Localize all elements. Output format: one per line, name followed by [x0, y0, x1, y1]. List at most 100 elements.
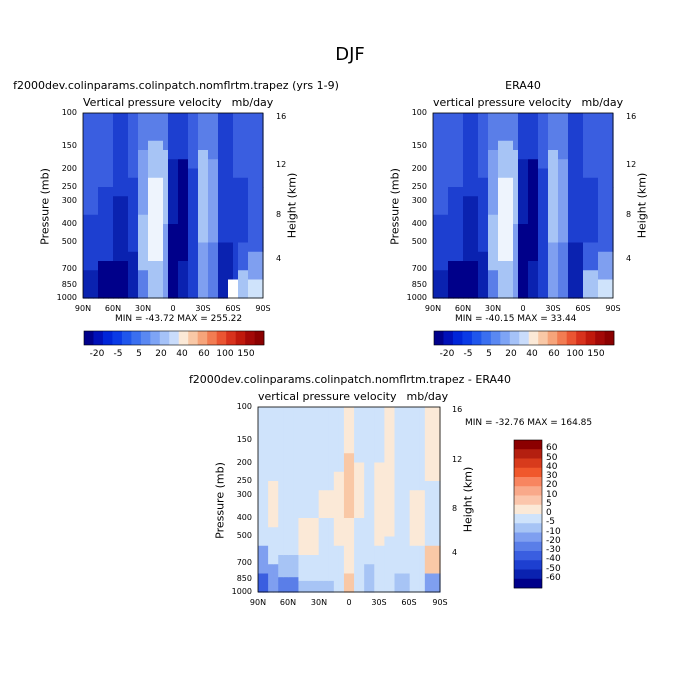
colorbar-swatch [585, 331, 596, 345]
contour-band [248, 187, 254, 253]
contour-band [203, 150, 209, 244]
contour-band [458, 113, 464, 188]
lat-tick: 0 [520, 304, 526, 313]
colorbar-swatch [178, 331, 189, 345]
contour-band [359, 518, 365, 593]
contour-band [188, 113, 194, 170]
colorbar-frame [513, 439, 543, 589]
contour-band [588, 270, 594, 299]
model-contour-plot [82, 112, 264, 299]
colorbar-label: 50 [546, 452, 558, 463]
contour-band [143, 150, 149, 216]
diff-contour-plot [257, 406, 441, 593]
colorbar-swatch [514, 495, 542, 506]
contour-band [528, 261, 534, 299]
contour-band [138, 214, 144, 271]
contour-band [258, 407, 264, 547]
contour-band [608, 279, 614, 299]
contour-band [133, 251, 139, 299]
colorbar-swatch [514, 449, 542, 459]
contour-band [268, 564, 274, 593]
contour-band [208, 159, 214, 244]
colorbar-swatch [547, 331, 558, 345]
contour-band [583, 242, 589, 271]
colorbar-swatch [235, 331, 246, 345]
contour-band [318, 490, 325, 519]
contour-band [283, 555, 289, 578]
contour-band [263, 407, 269, 547]
contour-band [528, 159, 534, 262]
contour-band [608, 251, 614, 281]
colorbar-swatch [452, 331, 463, 345]
contour-band [113, 113, 119, 197]
colorbar-label: -5 [546, 517, 555, 528]
contour-band [338, 545, 345, 593]
contour-band [138, 113, 144, 151]
colorbar-swatch [604, 331, 615, 345]
contour-band [603, 187, 609, 253]
pressure-tick: 150 [411, 141, 427, 150]
height-tick: 4 [626, 254, 632, 263]
contour-band [288, 407, 294, 556]
pressure-tick: 300 [61, 196, 77, 205]
colorbar-label: 40 [526, 349, 538, 359]
contour-band [168, 113, 174, 160]
contour-band [153, 177, 159, 262]
diff-stats: MIN = -32.76 MAX = 164.85 [465, 418, 593, 428]
contour-band [463, 113, 469, 197]
contour-band [573, 242, 579, 299]
contour-band [128, 113, 134, 179]
contour-band [563, 113, 569, 160]
contour-band [343, 407, 350, 454]
pressure-tick: 500 [411, 237, 427, 246]
colorbar-swatch [514, 440, 542, 450]
contour-band [243, 113, 249, 179]
contour-band [543, 168, 549, 244]
obs-variable-title: vertical pressure velocity mb/day [433, 96, 623, 109]
contour-band [133, 113, 139, 179]
contour-band [258, 187, 264, 253]
contour-band [354, 518, 360, 593]
contour-band [429, 573, 436, 593]
contour-band [293, 577, 300, 593]
lat-tick: 30N [310, 598, 328, 607]
colorbar-label: 40 [176, 349, 188, 359]
contour-band [528, 113, 534, 160]
contour-band [203, 242, 209, 299]
contour-band [148, 113, 154, 142]
lat-tick: 90S [255, 304, 271, 313]
contour-band [424, 573, 431, 593]
lat-tick: 60N [454, 304, 472, 313]
contour-band [374, 462, 380, 547]
colorbar-swatch [93, 331, 104, 345]
contour-band [404, 573, 411, 593]
contour-band [443, 270, 449, 299]
obs-colorbar [433, 330, 615, 346]
contour-band [543, 113, 549, 170]
contour-band [364, 407, 370, 510]
contour-band [434, 407, 441, 482]
contour-band [93, 214, 99, 271]
pressure-tick: 150 [236, 435, 252, 444]
contour-band [453, 187, 459, 262]
lat-tick: 90N [424, 304, 442, 313]
lat-tick: 90S [605, 304, 621, 313]
colorbar-swatch [514, 467, 542, 478]
pressure-tick: 250 [236, 476, 252, 485]
contour-band [409, 407, 416, 491]
contour-band [578, 113, 584, 170]
colorbar-label: 5 [486, 349, 492, 359]
model-colorbar [83, 330, 265, 346]
contour-band [198, 242, 204, 299]
contour-band [598, 251, 604, 281]
diff-panel-title: f2000dev.colinparams.colinpatch.nomflrtm… [188, 373, 512, 386]
colorbar-swatch [514, 551, 542, 561]
contour-band [338, 471, 345, 547]
contour-band [118, 196, 124, 262]
contour-band [394, 518, 401, 575]
contour-band [429, 407, 436, 482]
contour-band [318, 407, 325, 491]
contour-band [478, 113, 484, 179]
contour-band [583, 270, 589, 299]
contour-band [384, 471, 391, 538]
